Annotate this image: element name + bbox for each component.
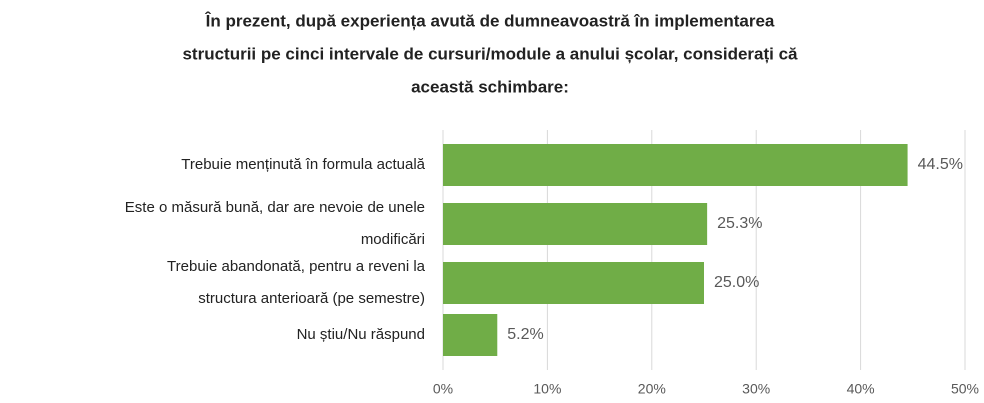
bar bbox=[443, 144, 908, 186]
bar bbox=[443, 203, 708, 245]
value-label: 44.5% bbox=[918, 156, 963, 173]
x-tick-label: 50% bbox=[951, 381, 979, 397]
y-tick-label: Trebuie menținută în formula actuală bbox=[181, 156, 425, 173]
y-tick-label: Trebuie abandonată, pentru a reveni la bbox=[167, 258, 426, 275]
x-tick-label: 40% bbox=[847, 381, 875, 397]
bar bbox=[443, 314, 498, 356]
chart-title: În prezent, după experiența avută de dum… bbox=[205, 11, 775, 30]
y-tick-label: modificări bbox=[361, 231, 425, 248]
x-tick-label: 10% bbox=[533, 381, 561, 397]
y-tick-label: structura anterioară (pe semestre) bbox=[198, 290, 425, 307]
y-tick-label: Este o măsură bună, dar are nevoie de un… bbox=[125, 199, 425, 216]
x-tick-label: 0% bbox=[433, 381, 453, 397]
value-label: 25.0% bbox=[714, 274, 759, 291]
y-tick-label: Nu știu/Nu răspund bbox=[297, 326, 425, 343]
chart-title: structurii pe cinci intervale de cursuri… bbox=[182, 44, 798, 63]
x-tick-label: 30% bbox=[742, 381, 770, 397]
chart-title: această schimbare: bbox=[411, 77, 569, 96]
value-label: 25.3% bbox=[717, 215, 762, 232]
value-label: 5.2% bbox=[507, 326, 543, 343]
x-tick-label: 20% bbox=[638, 381, 666, 397]
bar bbox=[443, 262, 704, 304]
